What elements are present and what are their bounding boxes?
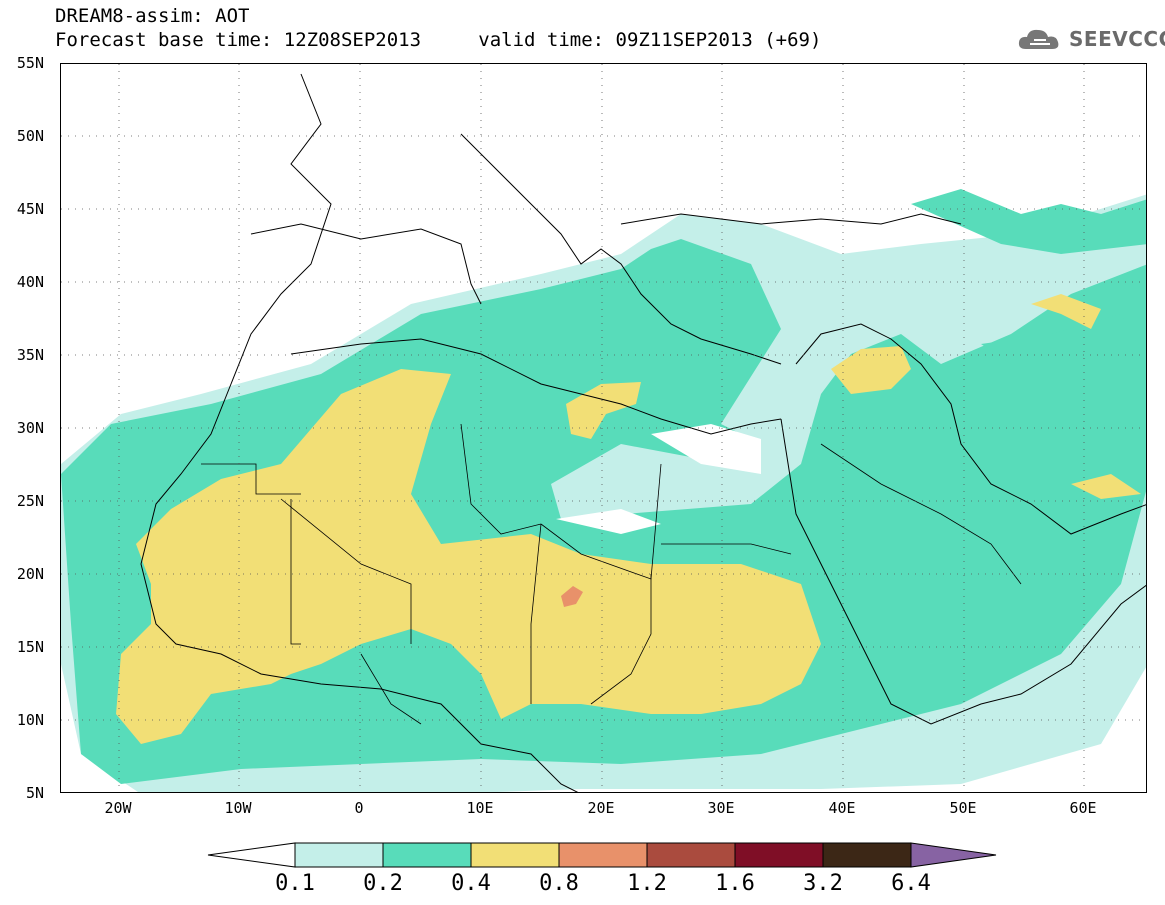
legend-swatch [734,842,824,868]
lon-label: 60E [1069,799,1097,817]
lon-label: 0 [354,799,364,817]
color-legend [207,842,997,868]
legend-label: 0.2 [363,871,403,896]
map-title: DREAM8-assim: AOT [55,5,250,27]
lon-label: 20W [104,799,132,817]
legend-label: 0.8 [539,871,579,896]
lat-label: 50N [16,127,44,145]
valid-time-label: valid time: 09Z11SEP2013 (+69) [478,29,822,51]
aot-contour-0.4 [116,294,1141,744]
lat-label: 35N [16,346,44,364]
legend-label: 1.2 [627,871,667,896]
legend-label: 0.1 [275,871,315,896]
country-borders [201,423,1022,725]
legend-swatch [822,842,912,868]
lat-label: 45N [16,200,44,218]
cloud-icon [1018,29,1059,49]
lat-label: 40N [16,273,44,291]
lat-label: 30N [16,419,44,437]
legend-swatch [294,842,384,868]
legend-swatch [646,842,736,868]
lon-label: 50E [949,799,977,817]
aot-map [60,63,1147,793]
base-time-label: Forecast base time: 12Z08SEP2013 [55,29,422,51]
gridlines [61,64,1146,792]
lat-label: 20N [16,565,44,583]
lat-label: 10N [16,711,44,729]
lat-label: 15N [16,638,44,656]
lon-label: 10E [466,799,494,817]
legend-label: 3.2 [803,871,843,896]
aot-contour-0.8 [561,586,583,607]
aot-contour-clear [556,424,761,534]
legend-swatch [382,842,472,868]
lon-label: 30E [707,799,735,817]
logo-text: SEEVCCC [1069,27,1165,51]
seevccc-logo: SEEVCCC [1016,24,1165,54]
lon-label: 10W [224,799,252,817]
lat-label: 55N [16,54,44,72]
legend-swatch [558,842,648,868]
forecast-time-line: Forecast base time: 12Z08SEP2013 valid t… [55,30,821,50]
legend-label: 1.6 [715,871,755,896]
legend-arrow-left [207,842,296,868]
lat-label: 5N [25,784,44,802]
legend-arrow-right [910,842,997,868]
lat-label: 25N [16,492,44,510]
coastlines [140,73,1146,792]
lon-label: 20E [587,799,615,817]
legend-swatch [470,842,560,868]
lon-label: 40E [828,799,856,817]
legend-label: 6.4 [891,871,931,896]
legend-label: 0.4 [451,871,491,896]
